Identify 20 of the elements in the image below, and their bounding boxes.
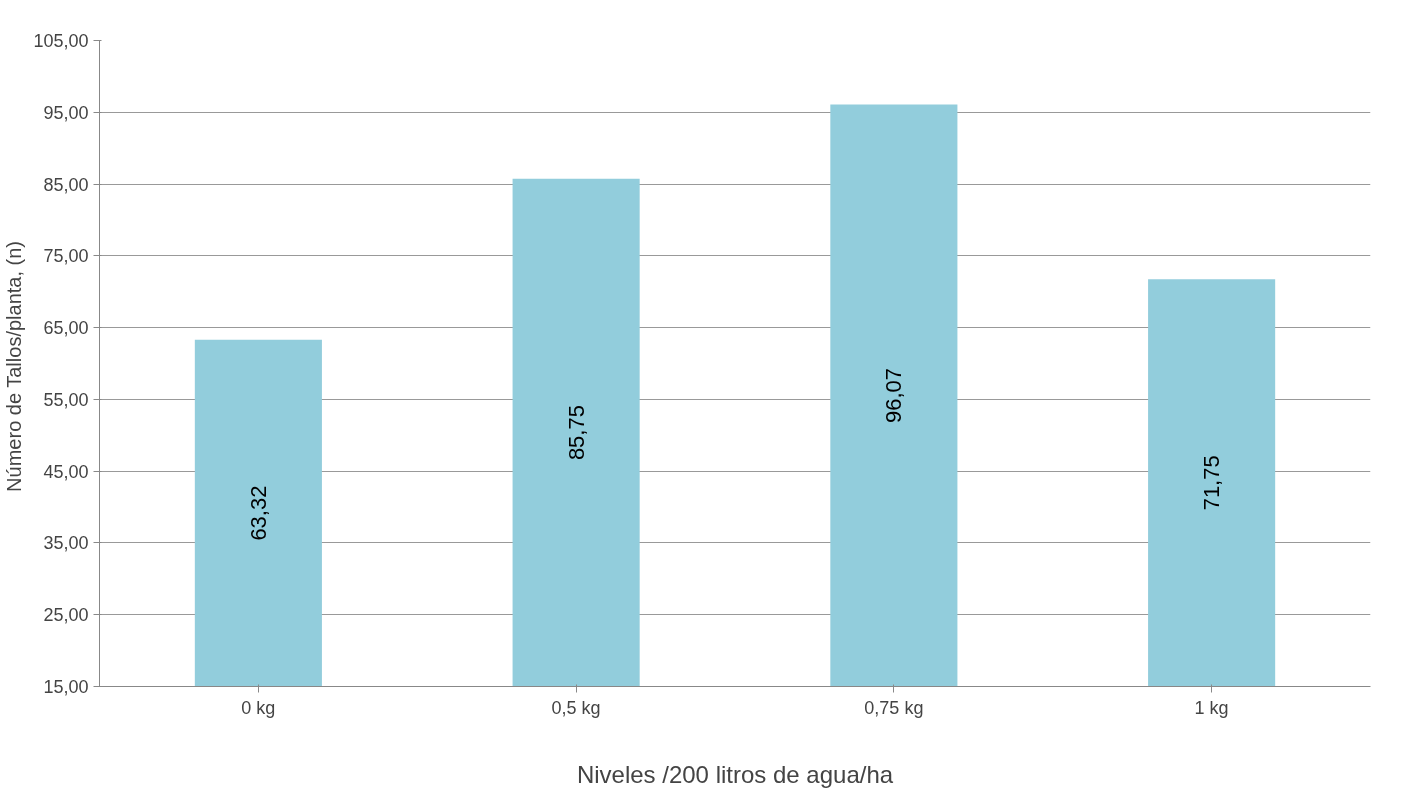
y-tick-label: 85,00 [43, 174, 89, 195]
y-axis-title: Número de Tallos/planta, (n) [3, 241, 26, 492]
data-label: 71,75 [1199, 455, 1225, 511]
x-tick-label: 0,5 kg [551, 697, 601, 718]
y-tick-label: 55,00 [43, 389, 89, 410]
data-label: 96,07 [881, 368, 907, 424]
y-tick-label: 105,00 [33, 31, 89, 51]
data-label: 85,75 [563, 405, 589, 461]
y-tick-label: 25,00 [43, 605, 89, 626]
x-axis-title: Niveles /200 litros de agua/ha [576, 760, 894, 788]
y-tick-label: 95,00 [43, 102, 89, 123]
y-tick-label: 35,00 [43, 533, 89, 554]
y-tick-label: 45,00 [43, 461, 89, 482]
x-tick-label: 1 kg [1194, 697, 1229, 718]
y-tick-label: 15,00 [43, 677, 89, 697]
y-tick-label: 75,00 [43, 246, 89, 267]
x-tick-label: 0 kg [241, 697, 276, 718]
data-label: 63,32 [245, 485, 271, 541]
x-tick-label: 0,75 kg [864, 697, 924, 718]
y-tick-label: 65,00 [43, 318, 89, 339]
